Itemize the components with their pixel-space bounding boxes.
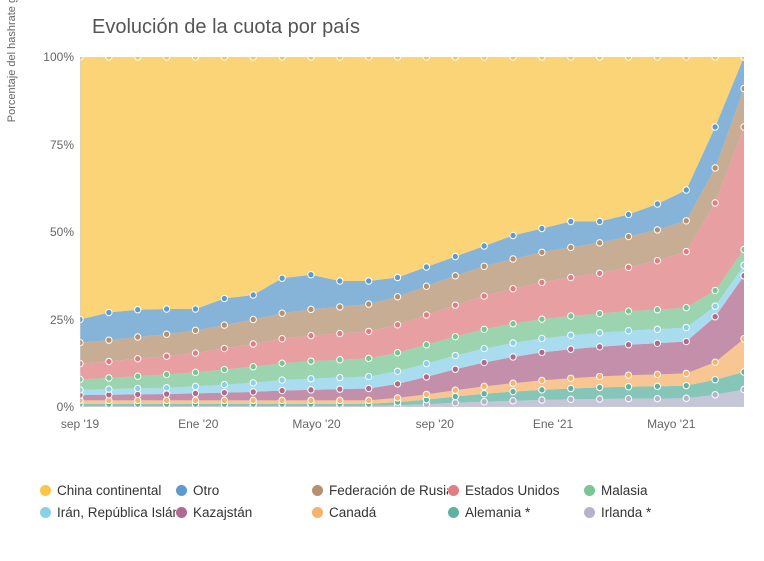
legend-label: China continental	[57, 483, 161, 498]
legend-item[interactable]: China continental	[40, 479, 176, 501]
legend-swatch	[176, 485, 187, 496]
legend-swatch	[40, 507, 51, 518]
legend-label: Irlanda *	[601, 505, 651, 520]
legend-swatch	[584, 507, 595, 518]
legend-swatch	[312, 507, 323, 518]
chart-container: Evolución de la cuota por país Porcentaj…	[0, 0, 764, 561]
legend-item[interactable]: Kazajstán	[176, 501, 312, 523]
legend-item[interactable]: Canadá	[312, 501, 448, 523]
legend-label: Federación de Rusia	[329, 483, 448, 498]
y-tick-label: 50%	[36, 225, 74, 239]
x-tick-label: Mayo '21	[647, 417, 695, 431]
y-tick-label: 25%	[36, 313, 74, 327]
y-axis-label: Porcentaje del hashrate global (promedio…	[6, 0, 18, 122]
legend-item[interactable]: Malasia	[584, 479, 720, 501]
legend-swatch	[40, 485, 51, 496]
legend-item[interactable]: Federación de Rusia	[312, 479, 448, 501]
legend-swatch	[176, 507, 187, 518]
legend: China continental Otro Federación de Rusia…	[40, 479, 720, 523]
plot-svg	[80, 57, 744, 407]
chart-title: Evolución de la cuota por país	[92, 16, 750, 39]
legend-item[interactable]: Irán, República Islámi	[40, 501, 176, 523]
x-tick-label: Ene '21	[533, 417, 573, 431]
legend-swatch	[448, 485, 459, 496]
x-tick-label: Ene '20	[178, 417, 218, 431]
legend-label: Estados Unidos	[465, 483, 560, 498]
legend-label: Kazajstán	[193, 505, 252, 520]
y-tick-label: 75%	[36, 138, 74, 152]
legend-label: Otro	[193, 483, 219, 498]
legend-label: Alemania *	[465, 505, 530, 520]
y-tick-label: 0%	[36, 400, 74, 414]
legend-item[interactable]: Estados Unidos	[448, 479, 584, 501]
legend-item[interactable]: Irlanda *	[584, 501, 720, 523]
legend-swatch	[584, 485, 595, 496]
legend-label: Irán, República Islámi	[57, 505, 176, 520]
legend-swatch	[312, 485, 323, 496]
x-tick-label: sep '19	[61, 417, 99, 431]
legend-label: Canadá	[329, 505, 376, 520]
legend-item[interactable]: Otro	[176, 479, 312, 501]
x-tick-label: Mayo '20	[292, 417, 340, 431]
y-tick-label: 100%	[36, 50, 74, 64]
legend-item[interactable]: Alemania *	[448, 501, 584, 523]
plot-region	[80, 57, 744, 407]
legend-label: Malasia	[601, 483, 648, 498]
legend-swatch	[448, 507, 459, 518]
chart-area: Porcentaje del hashrate global (promedio…	[14, 57, 750, 437]
x-tick-label: sep '20	[416, 417, 454, 431]
